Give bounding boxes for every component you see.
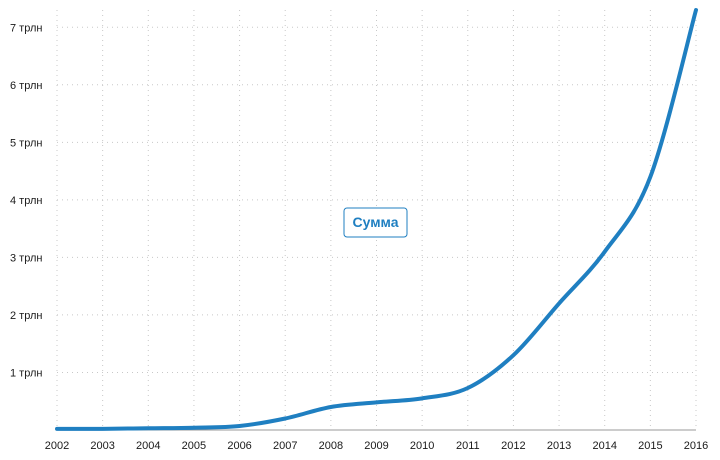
x-tick-label: 2016: [684, 440, 708, 452]
x-tick-label: 2009: [364, 440, 388, 452]
y-tick-label: 6 трлн: [10, 80, 42, 92]
y-tick-label: 1 трлн: [10, 367, 42, 379]
legend[interactable]: Сумма: [343, 207, 408, 238]
x-tick-label: 2012: [501, 440, 525, 452]
x-tick-label: 2002: [45, 440, 69, 452]
series-line: [55, 8, 698, 431]
x-tick-label: 2004: [136, 440, 160, 452]
y-tick-label: 2 трлн: [10, 310, 42, 322]
y-tick-label: 3 трлн: [10, 252, 42, 264]
grid: [56, 10, 697, 430]
x-tick-label: 2013: [547, 440, 571, 452]
y-axis-tick-labels: 1 трлн 2 трлн 3 трлн 4 трлн 5 трлн 6 трлн 7 тр…: [10, 22, 42, 379]
x-tick-label: 2003: [90, 440, 114, 452]
x-tick-label: 2006: [227, 440, 251, 452]
y-tick-label: 7 трлн: [10, 22, 42, 34]
legend-box[interactable]: [343, 207, 408, 238]
x-tick-label: 2005: [182, 440, 206, 452]
x-tick-label: 2014: [592, 440, 616, 452]
y-tick-label: 5 трлн: [10, 137, 42, 149]
x-tick-label: 2011: [456, 440, 480, 452]
series-group: [55, 8, 698, 431]
x-tick-label: 2008: [319, 440, 343, 452]
x-axis-tick-labels: 2002 2003 2004 2005 2006 2007 2008 2009 2010 2011…: [45, 440, 708, 452]
x-tick-label: 2007: [273, 440, 297, 452]
x-tick-label: 2015: [638, 440, 662, 452]
y-tick-label: 4 трлн: [10, 195, 42, 207]
legend-label[interactable]: Сумма: [352, 214, 398, 230]
x-tick-label: 2010: [410, 440, 434, 452]
